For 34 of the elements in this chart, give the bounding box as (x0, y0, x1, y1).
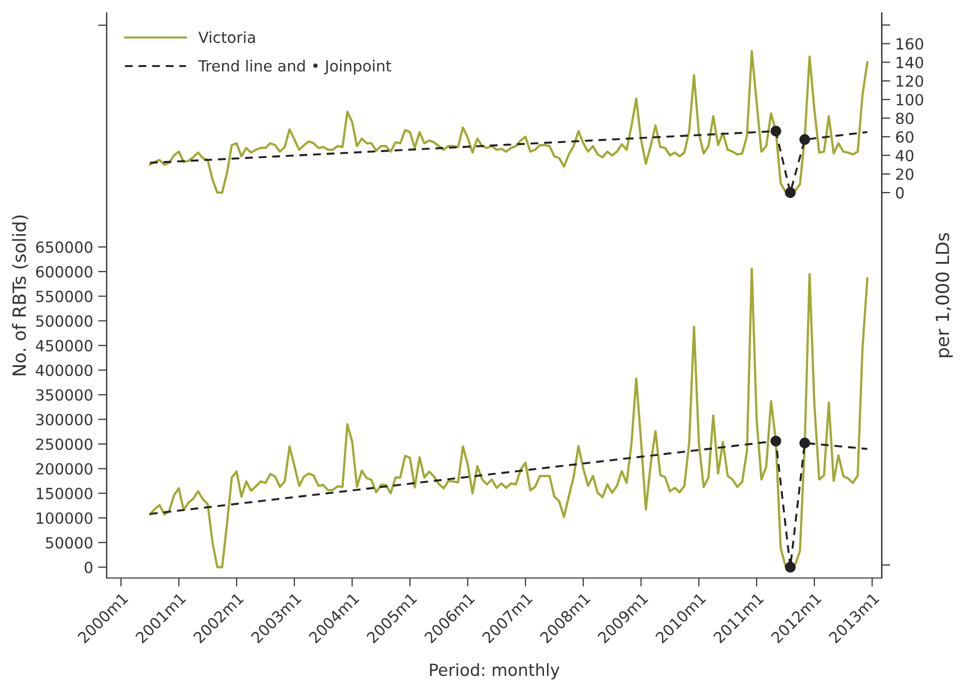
y-tick-label: 550000 (36, 290, 92, 302)
point (770, 436, 782, 446)
legend-label: Trend line and • Joinpoint (198, 60, 392, 75)
point (784, 187, 796, 198)
y-tick-label: 600000 (36, 266, 92, 278)
y2-tick-label: 100 (896, 94, 924, 106)
y-tick-label: 350000 (36, 389, 92, 401)
y2-tick-label: 120 (896, 75, 924, 87)
y-tick-label: 650000 (36, 241, 92, 253)
y-tick-label: 500000 (36, 315, 92, 327)
y2-tick-label: 160 (896, 38, 924, 50)
legend-label: Victoria (198, 31, 255, 44)
y2-tick-label: 20 (896, 168, 914, 180)
y2-tick-label: 80 (896, 112, 914, 124)
point (784, 562, 796, 573)
y-tick-label: 150000 (36, 488, 92, 500)
y-tick-label: 100000 (36, 512, 92, 524)
y2-tick-label: 40 (896, 150, 914, 162)
point (799, 438, 810, 448)
point (799, 134, 810, 145)
y2-tick-label: 0 (896, 187, 904, 199)
x-axis-title: Period: monthly (430, 663, 560, 680)
y-tick-label: 50000 (46, 536, 92, 549)
y2-tick-label: 60 (896, 131, 914, 143)
y-tick-label: 400000 (36, 364, 92, 376)
point (770, 126, 782, 137)
y2-tick-label: 140 (896, 56, 924, 68)
y2-axis-title: per 1,000 LDs (936, 233, 953, 358)
y-tick-label: 450000 (36, 340, 92, 352)
y-tick-label: 200000 (36, 463, 92, 475)
y-tick-label: 0 (84, 562, 92, 574)
y-axis-title: No. of RBTs (solid) (12, 216, 28, 376)
y-tick-label: 250000 (36, 438, 92, 450)
y-tick-label: 300000 (36, 414, 92, 426)
